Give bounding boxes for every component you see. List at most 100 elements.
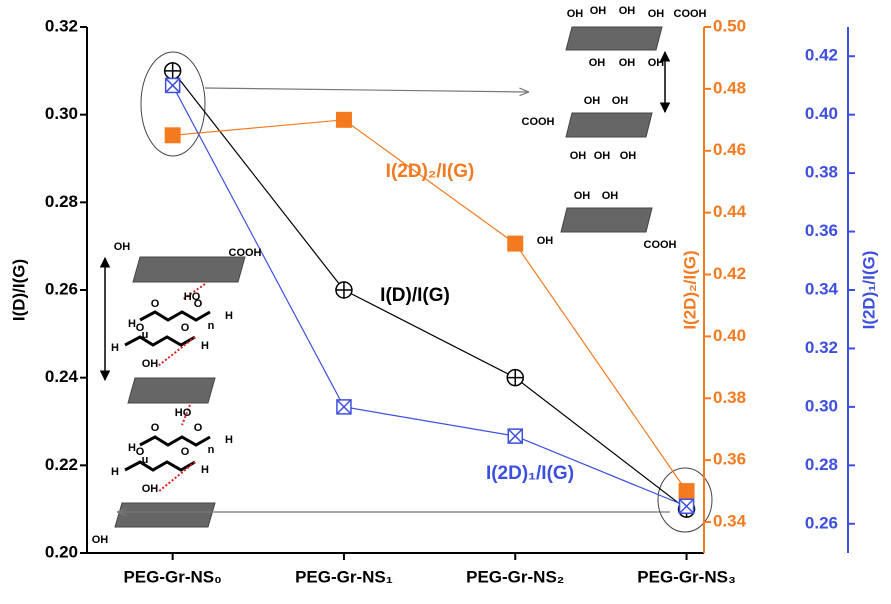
marker: [335, 111, 352, 128]
marker: [163, 62, 182, 80]
marker: [678, 483, 695, 500]
marker: [506, 368, 524, 387]
annotation: COOH: [674, 8, 707, 20]
decorations: [114, 26, 663, 528]
annotation: OH: [570, 150, 587, 162]
annotation: OH: [612, 95, 629, 107]
annotation: OH: [589, 57, 606, 69]
annotation: OH: [648, 57, 665, 69]
annotation: OH: [619, 57, 636, 69]
arrow: [204, 87, 528, 92]
h-bonds: [157, 283, 206, 493]
x-tick-label: PEG-Gr-NS₀: [123, 567, 221, 586]
y2-axis-label: I(2D)₂/I(G): [680, 250, 699, 329]
annotation: COOH: [644, 239, 677, 251]
annotation: H: [201, 464, 209, 476]
y3-tick-label: 0.38: [805, 163, 838, 182]
x-tick-label: PEG-Gr-NS₃: [637, 567, 736, 586]
annotation: OH: [602, 190, 619, 202]
annotation: n: [208, 444, 215, 456]
y2-tick-label: 0.44: [713, 202, 747, 221]
y3-tick-label: 0.36: [805, 221, 838, 240]
y-tick-label: 0.26: [45, 279, 78, 298]
annotation: COOH: [522, 116, 555, 128]
annotation: u: [142, 329, 149, 341]
marker: [164, 127, 181, 144]
annotation: H: [225, 434, 233, 446]
annotation: H: [111, 342, 119, 354]
y2-tick-label: 0.40: [713, 326, 746, 345]
marker: [507, 428, 523, 444]
y2-tick-label: 0.46: [713, 140, 746, 159]
annotation: O: [194, 298, 203, 310]
y2-tick-label: 0.48: [713, 78, 746, 97]
annotation: O: [194, 422, 203, 434]
annotation: H: [128, 318, 136, 330]
annotation: O: [136, 322, 145, 334]
y3-axis-label: I(2D)₁/I(G): [859, 251, 878, 330]
series-label: I(2D)₁/I(G): [486, 463, 574, 484]
chains: [124, 310, 211, 472]
annotation: OH: [648, 8, 665, 20]
y2-tick-label: 0.50: [713, 16, 746, 35]
highlight-ellipse: [657, 467, 713, 533]
series-line: [172, 85, 687, 507]
y3-tick-label: 0.28: [805, 455, 838, 474]
series-line: [172, 119, 688, 492]
annotation: n: [208, 320, 215, 332]
y3-tick-label: 0.30: [805, 396, 838, 415]
annotation: OH: [574, 190, 591, 202]
y3-tick-label: 0.42: [805, 46, 838, 65]
annotation: HO: [184, 291, 201, 303]
annotation: OH: [620, 150, 637, 162]
marker: [678, 498, 695, 514]
annotation: OH: [584, 95, 601, 107]
y3-tick-label: 0.40: [805, 104, 838, 123]
y3-tick-label: 0.32: [805, 338, 838, 357]
series-line: [172, 70, 687, 510]
annotation: OH: [114, 241, 131, 253]
annotation: O: [181, 322, 190, 334]
annotation: OH: [619, 5, 636, 17]
annotation: OH: [142, 483, 159, 495]
annotation: O: [151, 422, 160, 434]
y-axis-label: I(D)/I(G): [9, 259, 28, 321]
y2-tick-label: 0.42: [713, 264, 746, 283]
series-label: I(D)/I(G): [380, 285, 450, 306]
y-tick-label: 0.24: [45, 367, 79, 386]
annotation: H: [225, 310, 233, 322]
annotation: H: [201, 340, 209, 352]
series-label: I(2D)₂/I(G): [386, 161, 475, 182]
annotation: COOH: [229, 247, 262, 259]
y2-tick-label: 0.36: [713, 450, 746, 469]
marker: [335, 281, 353, 299]
y-tick-label: 0.32: [45, 16, 78, 35]
y3-tick-label: 0.26: [805, 513, 838, 532]
annotation: HO: [175, 407, 192, 419]
annotation: OH: [92, 534, 109, 546]
marker: [507, 235, 524, 252]
annotation: H: [111, 466, 119, 478]
y-tick-label: 0.20: [45, 542, 78, 561]
annotation: u: [142, 454, 149, 466]
annotation: OH: [594, 150, 611, 162]
annotation: O: [181, 446, 190, 458]
annotation: O: [136, 446, 145, 458]
y3-tick-label: 0.34: [805, 279, 839, 298]
marker: [164, 77, 181, 94]
y-tick-label: 0.22: [45, 455, 78, 474]
annotation: OH: [590, 5, 607, 17]
y2-tick-label: 0.38: [713, 388, 746, 407]
annotation: OH: [537, 235, 554, 247]
annotation: O: [151, 298, 160, 310]
marker: [336, 399, 352, 415]
annotation: H: [128, 442, 136, 454]
annotation: OH: [142, 358, 159, 370]
y-tick-label: 0.28: [45, 192, 78, 211]
annotation: OH: [567, 8, 584, 20]
y2-tick-label: 0.34: [713, 512, 747, 531]
y-tick-label: 0.30: [45, 104, 78, 123]
x-tick-label: PEG-Gr-NS₂: [466, 567, 564, 586]
x-tick-label: PEG-Gr-NS₁: [295, 567, 393, 586]
